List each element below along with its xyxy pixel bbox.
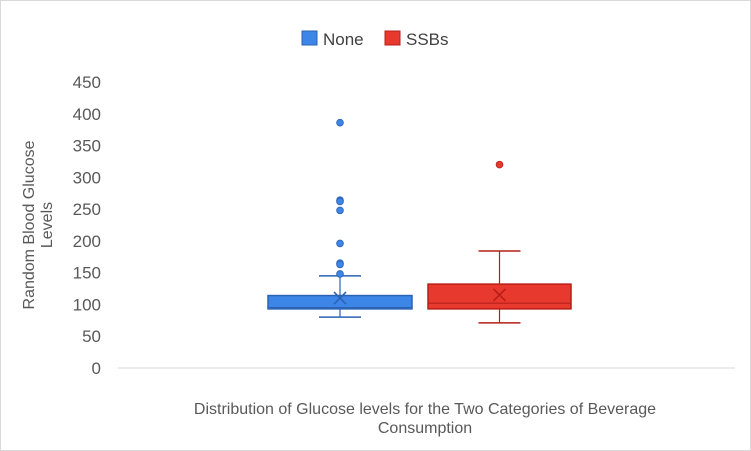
y-tick-label: 300 xyxy=(73,168,101,187)
outlier-point xyxy=(336,197,344,206)
box-ssbs xyxy=(427,160,572,324)
y-tick-label: 100 xyxy=(73,295,101,314)
y-tick-label: 400 xyxy=(73,105,101,124)
y-tick-label: 200 xyxy=(73,232,101,251)
mean-marker xyxy=(333,291,347,305)
legend-swatch-none xyxy=(301,30,318,46)
outlier-point xyxy=(336,118,344,127)
box-none xyxy=(267,118,413,318)
legend-label-none: None xyxy=(323,30,364,49)
iqr-box xyxy=(427,283,572,310)
y-tick-label: 350 xyxy=(73,137,101,156)
y-tick-label: 450 xyxy=(73,73,101,92)
outlier-point xyxy=(336,239,344,248)
plot-area xyxy=(267,118,572,324)
legend: None SSBs xyxy=(301,30,449,49)
y-axis-title: Random Blood GlucoseLevels xyxy=(21,140,56,309)
y-tick-label: 50 xyxy=(82,327,101,346)
iqr-box xyxy=(267,294,413,310)
y-axis-title-line: Random Blood Glucose xyxy=(21,140,38,309)
x-axis-title-line: Distribution of Glucose levels for the T… xyxy=(194,401,656,418)
x-axis-title: Distribution of Glucose levels for the T… xyxy=(194,401,656,437)
outlier-point xyxy=(336,260,344,269)
y-axis: 0 50 100 150 200 250 300 350 400 450 xyxy=(73,73,101,378)
outlier-point xyxy=(495,160,504,169)
x-axis-title-line: Consumption xyxy=(378,420,472,437)
y-tick-label: 0 xyxy=(92,359,101,378)
mean-marker xyxy=(492,288,507,302)
outlier-point xyxy=(336,270,344,278)
legend-label-ssbs: SSBs xyxy=(406,30,449,49)
y-tick-label: 150 xyxy=(73,264,101,283)
outlier-point xyxy=(336,206,344,215)
legend-swatch-ssbs xyxy=(384,30,401,46)
y-axis-title-line: Levels xyxy=(39,202,56,248)
y-tick-label: 250 xyxy=(73,200,101,219)
